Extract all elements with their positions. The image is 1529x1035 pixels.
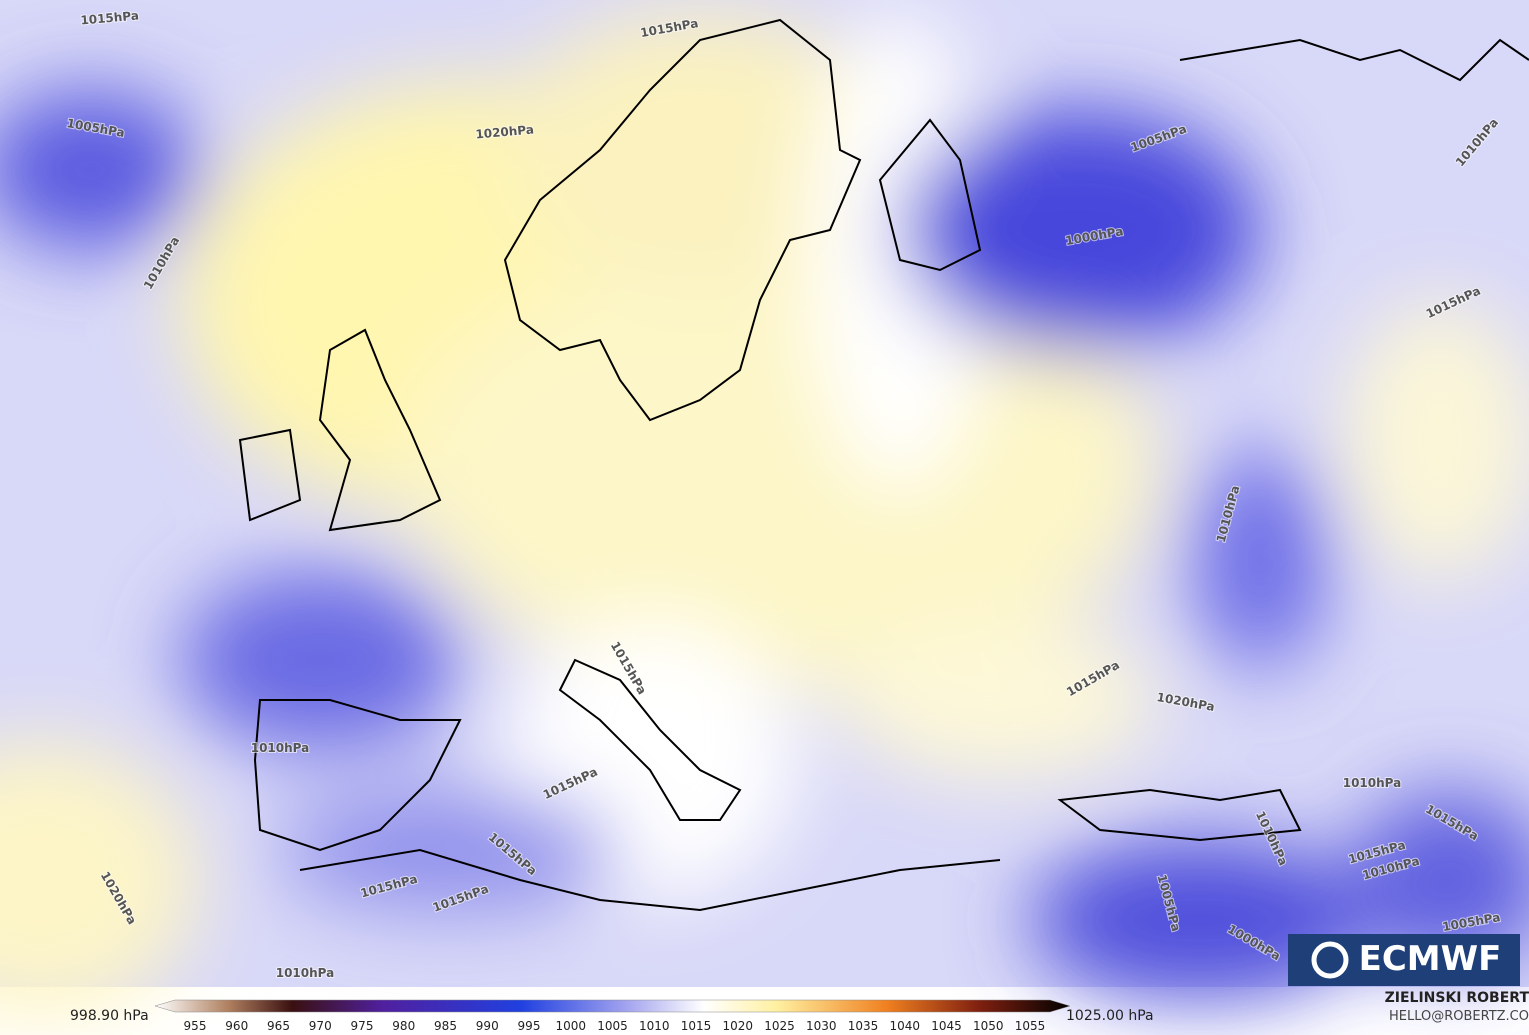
coastlines	[238, 18, 1529, 912]
coastline	[1057, 788, 1302, 842]
isobar-label: 1010hPa	[276, 966, 335, 980]
colorbar-tick: 990	[476, 1019, 499, 1033]
colorbar-tick: 970	[309, 1019, 332, 1033]
email: HELLO@ROBERTZ.CO	[1389, 1009, 1529, 1024]
colorbar-tick: 1010	[639, 1019, 670, 1033]
colorbar-tick: 955	[184, 1019, 207, 1033]
colorbar-tick: 1055	[1015, 1019, 1046, 1033]
isobar-label: 1015hPa	[80, 8, 140, 27]
coastline	[503, 18, 862, 422]
coastline	[1179, 38, 1529, 82]
colorbar-tick: 1030	[806, 1019, 837, 1033]
coastline	[253, 699, 462, 852]
colorbar-tick: 1020	[722, 1019, 753, 1033]
colorbar-tick: 965	[267, 1019, 290, 1033]
colorbar-tick: 980	[392, 1019, 415, 1033]
coastline	[299, 848, 1001, 912]
colorbar-tick: 1040	[889, 1019, 920, 1033]
isobar-label: 1020hPa	[475, 122, 535, 141]
author: ZIELINSKI ROBERT	[1385, 990, 1529, 1006]
coastline	[878, 118, 982, 272]
logo: ECMWF	[1359, 939, 1502, 979]
colorbar-tick: 1025	[764, 1019, 795, 1033]
colorbar-min: 998.90 hPa	[70, 1008, 149, 1024]
colorbar-tick: 1045	[931, 1019, 962, 1033]
colorbar-tick: 1015	[681, 1019, 712, 1033]
colorbar-tick: 985	[434, 1019, 457, 1033]
logo-icon	[1311, 941, 1349, 979]
coastline	[238, 428, 302, 522]
colorbar-tick: 960	[225, 1019, 248, 1033]
colorbar	[154, 999, 1071, 1013]
colorbar-tick: 1050	[973, 1019, 1004, 1033]
isobar-label: 1010hPa	[1343, 776, 1402, 790]
coastline	[558, 658, 742, 821]
isobar-label: 1010hPa	[251, 741, 310, 755]
colorbar-max: 1025.00 hPa	[1066, 1008, 1154, 1024]
colorbar-tick: 1005	[597, 1019, 628, 1033]
coastline	[318, 328, 442, 532]
colorbar-tick: 1000	[555, 1019, 586, 1033]
colorbar-tick: 995	[518, 1019, 541, 1033]
colorbar-tick: 1035	[848, 1019, 879, 1033]
colorbar-tick: 975	[351, 1019, 374, 1033]
